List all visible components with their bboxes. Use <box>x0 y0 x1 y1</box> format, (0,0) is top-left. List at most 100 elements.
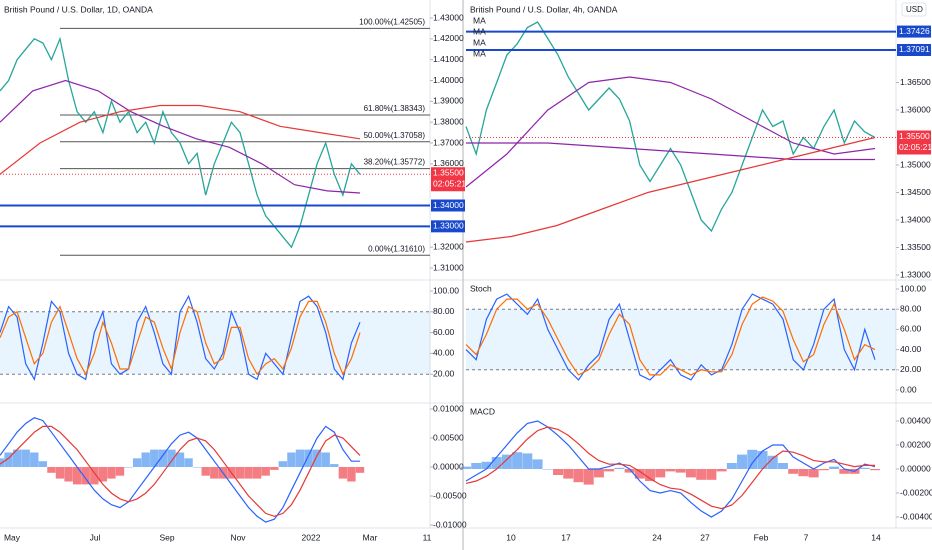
histogram-bar <box>244 467 253 479</box>
series-line <box>465 426 875 510</box>
histogram-bar <box>4 452 13 467</box>
histogram-bar <box>675 469 686 473</box>
fib-label: 100.00%(1.42505) <box>359 17 425 26</box>
x-axis-label: Jul <box>90 532 101 542</box>
histogram-bar <box>167 449 176 467</box>
histogram-bar <box>55 467 65 479</box>
series-line <box>465 296 876 376</box>
histogram-bar <box>737 454 748 469</box>
countdown-label: 02:05:21 <box>433 179 466 189</box>
y-tick-label: 0.00400 <box>900 415 931 425</box>
histogram-bar <box>818 469 829 471</box>
histogram-bar <box>150 449 159 467</box>
y-tick-label: -0.00500 <box>433 490 467 500</box>
y-tick-label: 80.00 <box>433 306 455 316</box>
x-axis-label: 2022 <box>302 532 321 542</box>
histogram-bar <box>829 466 840 469</box>
histogram-bar <box>798 469 809 477</box>
histogram-bar <box>90 467 99 485</box>
legend-item: MA <box>473 48 486 58</box>
x-axis-label: 7 <box>804 532 809 542</box>
y-tick-label: 0.00000 <box>433 461 464 471</box>
histogram-bar <box>839 469 850 474</box>
series-line <box>465 420 876 518</box>
series-line <box>465 76 876 188</box>
histogram-bar <box>808 469 819 478</box>
histogram-bar <box>512 452 523 469</box>
y-tick-label: 1.31000 <box>433 262 464 272</box>
histogram-bar <box>132 458 142 467</box>
histogram-bar <box>64 467 73 482</box>
x-axis-label: May <box>4 532 21 542</box>
currency-label: USD <box>906 5 923 14</box>
series-line <box>0 104 361 175</box>
histogram-bar <box>158 449 168 467</box>
histogram-bar <box>532 459 543 469</box>
histogram-bar <box>726 463 737 469</box>
y-tick-label: 0.00000 <box>900 463 931 473</box>
y-tick-label: 1.37000 <box>433 137 464 147</box>
y-tick-label: 0.00200 <box>900 439 931 449</box>
histogram-bar <box>107 467 116 479</box>
last-price-label: 1.35500 <box>433 168 464 178</box>
histogram-bar <box>295 449 305 467</box>
level-label: 1.37426 <box>899 26 930 36</box>
level-label: 1.37091 <box>899 44 930 54</box>
series-line <box>0 417 360 523</box>
histogram-bar <box>347 467 356 482</box>
histogram-bar <box>115 467 125 476</box>
y-tick-label: 1.40000 <box>433 75 464 85</box>
histogram-bar <box>573 469 584 483</box>
y-tick-label: 60.00 <box>900 324 922 334</box>
level-tag <box>897 25 931 38</box>
histogram-bar <box>665 469 676 472</box>
y-tick-label: 1.33500 <box>900 242 931 252</box>
histogram-bar <box>192 467 202 468</box>
histogram-bar <box>471 463 482 469</box>
stoch-band <box>466 309 896 370</box>
pane-title: MACD <box>470 406 495 416</box>
histogram-bar <box>98 467 108 482</box>
histogram-bar <box>461 466 471 469</box>
series-line <box>465 21 876 233</box>
histogram-bar <box>321 452 330 467</box>
y-tick-label: 60.00 <box>433 327 455 337</box>
histogram-bar <box>604 469 615 472</box>
series-line <box>0 294 361 382</box>
y-tick-label: -0.01000 <box>433 519 467 529</box>
histogram-bar <box>563 469 574 479</box>
histogram-bar <box>235 467 245 479</box>
histogram-bar <box>252 467 262 479</box>
x-axis-label: Mar <box>363 532 378 542</box>
histogram-bar <box>304 449 313 467</box>
histogram-bar <box>583 469 594 485</box>
pane-title: Stoch <box>470 283 492 293</box>
level-tag <box>431 220 465 233</box>
histogram-bar <box>634 469 645 479</box>
fib-label: 38.20%(1.35772) <box>364 158 426 167</box>
histogram-bar <box>330 464 339 467</box>
series-line <box>0 300 361 376</box>
x-axis-label: 27 <box>700 532 710 542</box>
legend-item: MA <box>473 15 486 25</box>
y-tick-label: 0.01000 <box>433 403 464 413</box>
histogram-bar <box>175 452 185 467</box>
histogram-bar <box>747 449 758 469</box>
histogram-bar <box>757 451 768 469</box>
histogram-bar <box>278 461 288 467</box>
x-axis-label: 10 <box>506 532 516 542</box>
histogram-bar <box>553 469 564 475</box>
histogram-bar <box>72 467 82 485</box>
histogram-bar <box>141 452 150 467</box>
pane-title: British Pound / U.S. Dollar, 1D, OANDA <box>4 4 153 14</box>
histogram-bar <box>184 458 193 467</box>
histogram-bar <box>338 467 348 479</box>
histogram-bar <box>522 453 533 469</box>
histogram-bar <box>312 449 322 467</box>
histogram-bar <box>706 469 717 480</box>
histogram-bar <box>624 469 635 473</box>
last-price-tag <box>431 167 465 192</box>
y-tick-label: 80.00 <box>900 303 922 313</box>
y-tick-label: 40.00 <box>900 344 922 354</box>
